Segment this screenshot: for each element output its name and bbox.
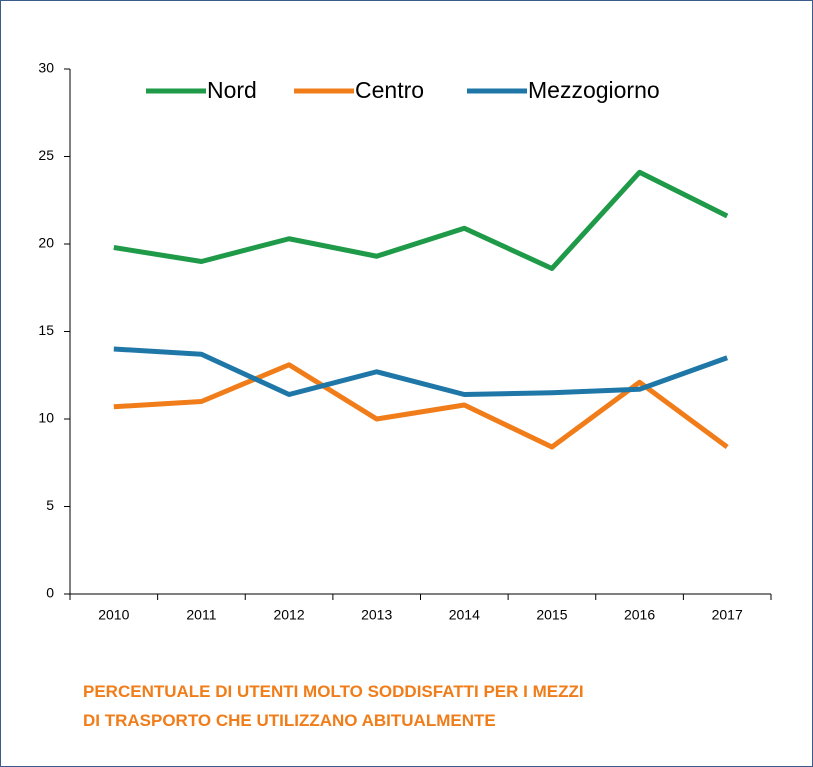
x-tick-label: 2013 [361,607,392,623]
legend-label: Nord [207,77,257,103]
y-tick-label: 5 [46,497,54,513]
y-tick-label: 10 [38,410,54,426]
y-tick-label: 25 [38,147,54,163]
x-tick-label: 2017 [712,607,743,623]
series-line [113,346,729,397]
x-tick-label: 2014 [449,607,480,623]
x-tick-label: 2012 [273,607,304,623]
x-tick-label: 2011 [186,607,216,623]
chart-title: PERCENTUALE DI UTENTI MOLTO SODDISFATTI … [83,682,584,701]
y-tick-label: 15 [38,322,54,338]
y-tick-label: 20 [38,235,54,251]
x-tick-label: 2010 [98,607,129,623]
x-tick-label: 2016 [624,607,655,623]
y-tick-label: 30 [38,60,54,76]
series-line [113,169,729,271]
chart-title: DI TRASPORTO CHE UTILIZZANO ABITUALMENTE [83,711,496,730]
y-tick-label: 0 [46,585,54,601]
series-line [113,362,729,450]
x-tick-label: 2015 [536,607,567,623]
legend-label: Centro [355,77,424,103]
legend-label: Mezzogiorno [528,77,660,103]
